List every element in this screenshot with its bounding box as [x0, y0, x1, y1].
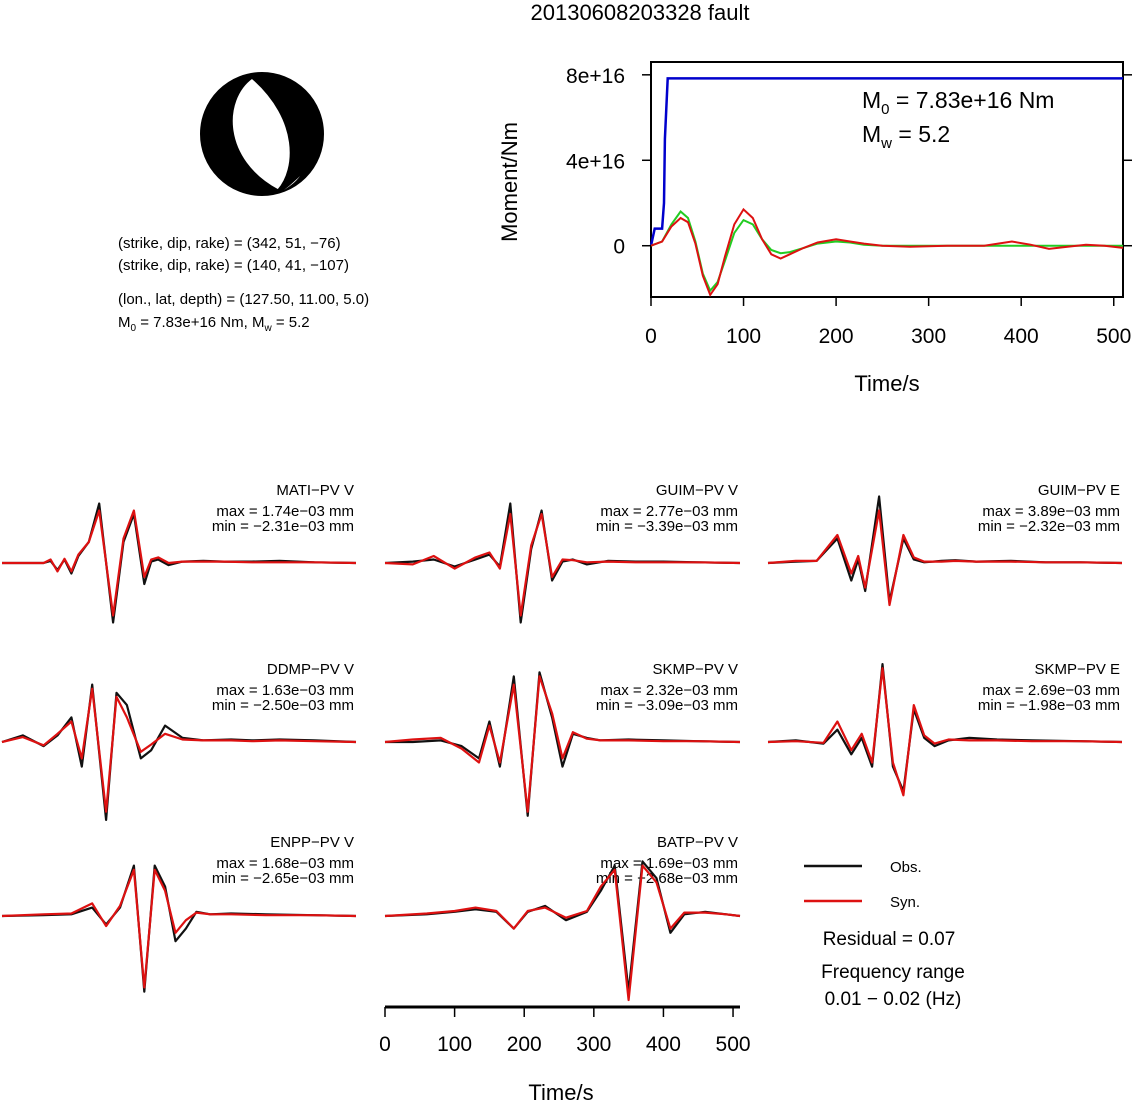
station-label: GUIM−PV E [1038, 482, 1120, 499]
moment-red-line [650, 207, 1124, 298]
moment-x-tick-label: 300 [911, 325, 946, 348]
mw-annotation: Mw = 5.2 [862, 121, 950, 152]
station-label: MATI−PV V [276, 482, 354, 499]
synthetic-trace [384, 675, 741, 813]
waveform-time-axis: 0 100 200 300 400 500 [379, 1005, 751, 1056]
waveform-x-tick-label: 400 [646, 1033, 681, 1056]
m0-annotation: M0 = 7.83e+16 Nm [862, 87, 1054, 118]
trace-min-label: min = −2.32e−03 mm [978, 518, 1120, 535]
station-label: SKMP−PV V [653, 661, 738, 678]
moment-x-tick-label: 200 [819, 325, 854, 348]
trace-min-label: min = −2.68e−03 mm [596, 870, 738, 887]
moment-y-tick-label: 4e+16 [566, 150, 625, 173]
moment-y-tick-label: 0 [613, 236, 625, 259]
station-label: ENPP−PV V [270, 834, 354, 851]
source-location: (lon., lat, depth) = (127.50, 11.00, 5.0… [118, 291, 369, 308]
waveform-x-tick-label: 0 [379, 1033, 391, 1056]
legend: Obs. Syn. Residual = 0.07 Frequency rang… [804, 859, 965, 1010]
moment-y-tick-label: 8e+16 [566, 65, 625, 88]
synthetic-trace [2, 509, 357, 617]
figure-title: 20130608203328 fault [531, 0, 750, 25]
waveform-x-tick-label: 200 [507, 1033, 542, 1056]
moment-x-tick-label: 400 [1004, 325, 1039, 348]
trace-min-label: min = −3.39e−03 mm [596, 518, 738, 535]
legend-obs-label: Obs. [890, 859, 922, 876]
station-label: DDMP−PV V [267, 661, 354, 678]
legend-syn-label: Syn. [890, 894, 920, 911]
trace-max-label: max = 1.69e−03 mm [600, 855, 738, 872]
synthetic-trace [384, 864, 741, 1002]
waveform-x-axis-label: Time/s [528, 1080, 593, 1103]
moment-x-axis-label: Time/s [854, 371, 919, 396]
moment-axes: 0 100 200 300 400 500 0 4e+16 8e+16 [566, 65, 1132, 348]
frequency-range-title: Frequency range [821, 962, 965, 983]
moment-x-tick-label: 500 [1096, 325, 1131, 348]
station-label: SKMP−PV E [1035, 661, 1120, 678]
moment-y-axis-label: Moment/Nm [497, 122, 522, 242]
trace-max-label: max = 3.89e−03 mm [982, 503, 1120, 520]
nodal-plane-1: (strike, dip, rake) = (342, 51, −76) [118, 235, 341, 252]
trace-min-label: min = −2.50e−03 mm [212, 697, 354, 714]
synthetic-trace [1, 868, 357, 989]
frequency-range-value: 0.01 − 0.02 (Hz) [825, 989, 962, 1010]
waveform-x-tick-label: 100 [437, 1033, 472, 1056]
synthetic-trace [767, 667, 1123, 797]
trace-max-label: max = 1.68e−03 mm [216, 855, 354, 872]
waveform-x-tick-label: 500 [716, 1033, 751, 1056]
moment-x-tick-label: 0 [645, 325, 657, 348]
residual-text: Residual = 0.07 [823, 929, 956, 950]
nodal-plane-2: (strike, dip, rake) = (140, 41, −107) [118, 257, 349, 274]
synthetic-trace [1, 687, 357, 813]
trace-max-label: max = 2.69e−03 mm [982, 682, 1120, 699]
trace-min-label: min = −2.31e−03 mm [212, 518, 354, 535]
trace-max-label: max = 1.63e−03 mm [216, 682, 354, 699]
station-label: GUIM−PV V [656, 482, 738, 499]
moment-magnitude-line: M0 = 7.83e+16 Nm, Mw = 5.2 [118, 314, 310, 334]
station-label: BATP−PV V [657, 834, 738, 851]
trace-min-label: min = −2.65e−03 mm [212, 870, 354, 887]
moment-rate-chart: 0 100 200 300 400 500 0 4e+16 8e+16 Moment/Nm Ti… [497, 61, 1132, 396]
synthetic-trace [384, 512, 741, 617]
moment-green-line [650, 210, 1123, 293]
moment-function-line [649, 77, 1123, 246]
synthetic-trace [767, 509, 1123, 607]
trace-max-label: max = 1.74e−03 mm [216, 503, 354, 520]
trace-max-label: max = 2.77e−03 mm [600, 503, 738, 520]
trace-min-label: min = −1.98e−03 mm [978, 697, 1120, 714]
moment-plot-frame [650, 61, 1124, 298]
trace-max-label: max = 2.32e−03 mm [600, 682, 738, 699]
waveform-x-tick-label: 300 [576, 1033, 611, 1056]
trace-min-label: min = −3.09e−03 mm [596, 697, 738, 714]
moment-series-group [649, 77, 1124, 298]
moment-x-tick-label: 100 [726, 325, 761, 348]
observed-trace [384, 860, 741, 993]
beachball-icon [200, 72, 324, 196]
